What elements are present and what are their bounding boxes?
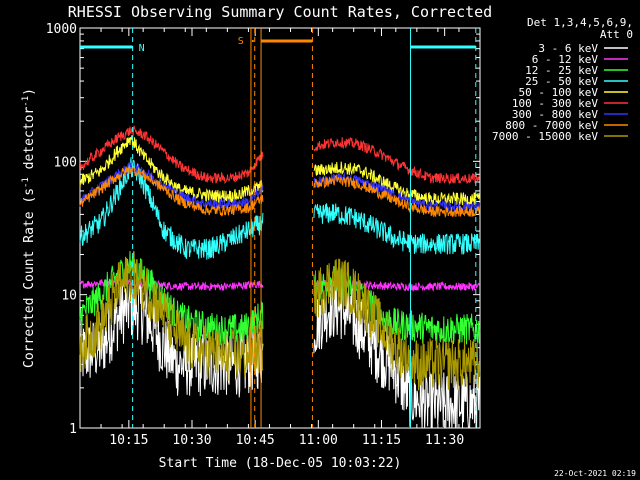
y-tick-label: 1000 [46, 22, 77, 37]
legend-label: 300 - 800 keV [512, 108, 598, 121]
legend-label: 7000 - 15000 keV [492, 130, 598, 143]
x-tick-label: 11:30 [425, 433, 464, 448]
x-tick-label: 11:15 [362, 433, 401, 448]
y-label-end: ) [22, 88, 37, 96]
series-line [79, 157, 264, 260]
series-line [313, 276, 481, 429]
chart-title: RHESSI Observing Summary Count Rates, Co… [68, 3, 492, 21]
series-line [79, 135, 264, 204]
x-axis-label: Start Time (18-Dec-05 10:03:22) [159, 456, 402, 471]
y-label-sup1: -1 [21, 177, 31, 188]
series-line [79, 251, 264, 381]
attenuator-markers: NS [80, 28, 477, 428]
legend-label: 800 - 7000 keV [505, 119, 598, 132]
saa-label: S [238, 36, 244, 47]
night-label: N [139, 43, 145, 54]
legend-label: 100 - 300 keV [512, 97, 598, 110]
series-line [313, 203, 481, 255]
legend-label: 3 - 6 keV [538, 42, 598, 55]
x-tick-label: 10:30 [172, 433, 211, 448]
timestamp: 22-Oct-2021 02:19 [554, 469, 636, 478]
x-tick-label: 10:45 [236, 433, 275, 448]
legend-label: 12 - 25 keV [525, 64, 598, 77]
x-tick-label: 11:00 [299, 433, 338, 448]
x-tick-label: 10:15 [109, 433, 148, 448]
y-label-main: Corrected Count Rate (s [22, 188, 37, 368]
legend-label: 50 - 100 keV [519, 86, 599, 99]
y-axis-label: Corrected Count Rate (s-1 detector-1) [21, 88, 37, 368]
series-line [79, 125, 264, 185]
y-tick-label: 10 [61, 289, 77, 304]
legend-header-line1: Det 1,3,4,5,6,9, [527, 16, 633, 29]
series-line [313, 161, 481, 206]
plot-frame [79, 27, 481, 429]
y-tick-label: 1 [69, 422, 77, 437]
series-line [79, 161, 264, 209]
series-line [313, 174, 481, 218]
series-line [313, 258, 481, 391]
y-tick-label: 100 [54, 155, 77, 170]
series-group [79, 125, 481, 429]
y-label-mid: detector [22, 107, 37, 178]
legend-label: 6 - 12 keV [532, 53, 599, 66]
y-label-sup2: -1 [21, 96, 31, 107]
series-line [313, 136, 481, 186]
legend-label: 25 - 50 keV [525, 75, 598, 88]
series-line [79, 164, 264, 217]
legend-header-line2: Att 0 [600, 28, 633, 41]
